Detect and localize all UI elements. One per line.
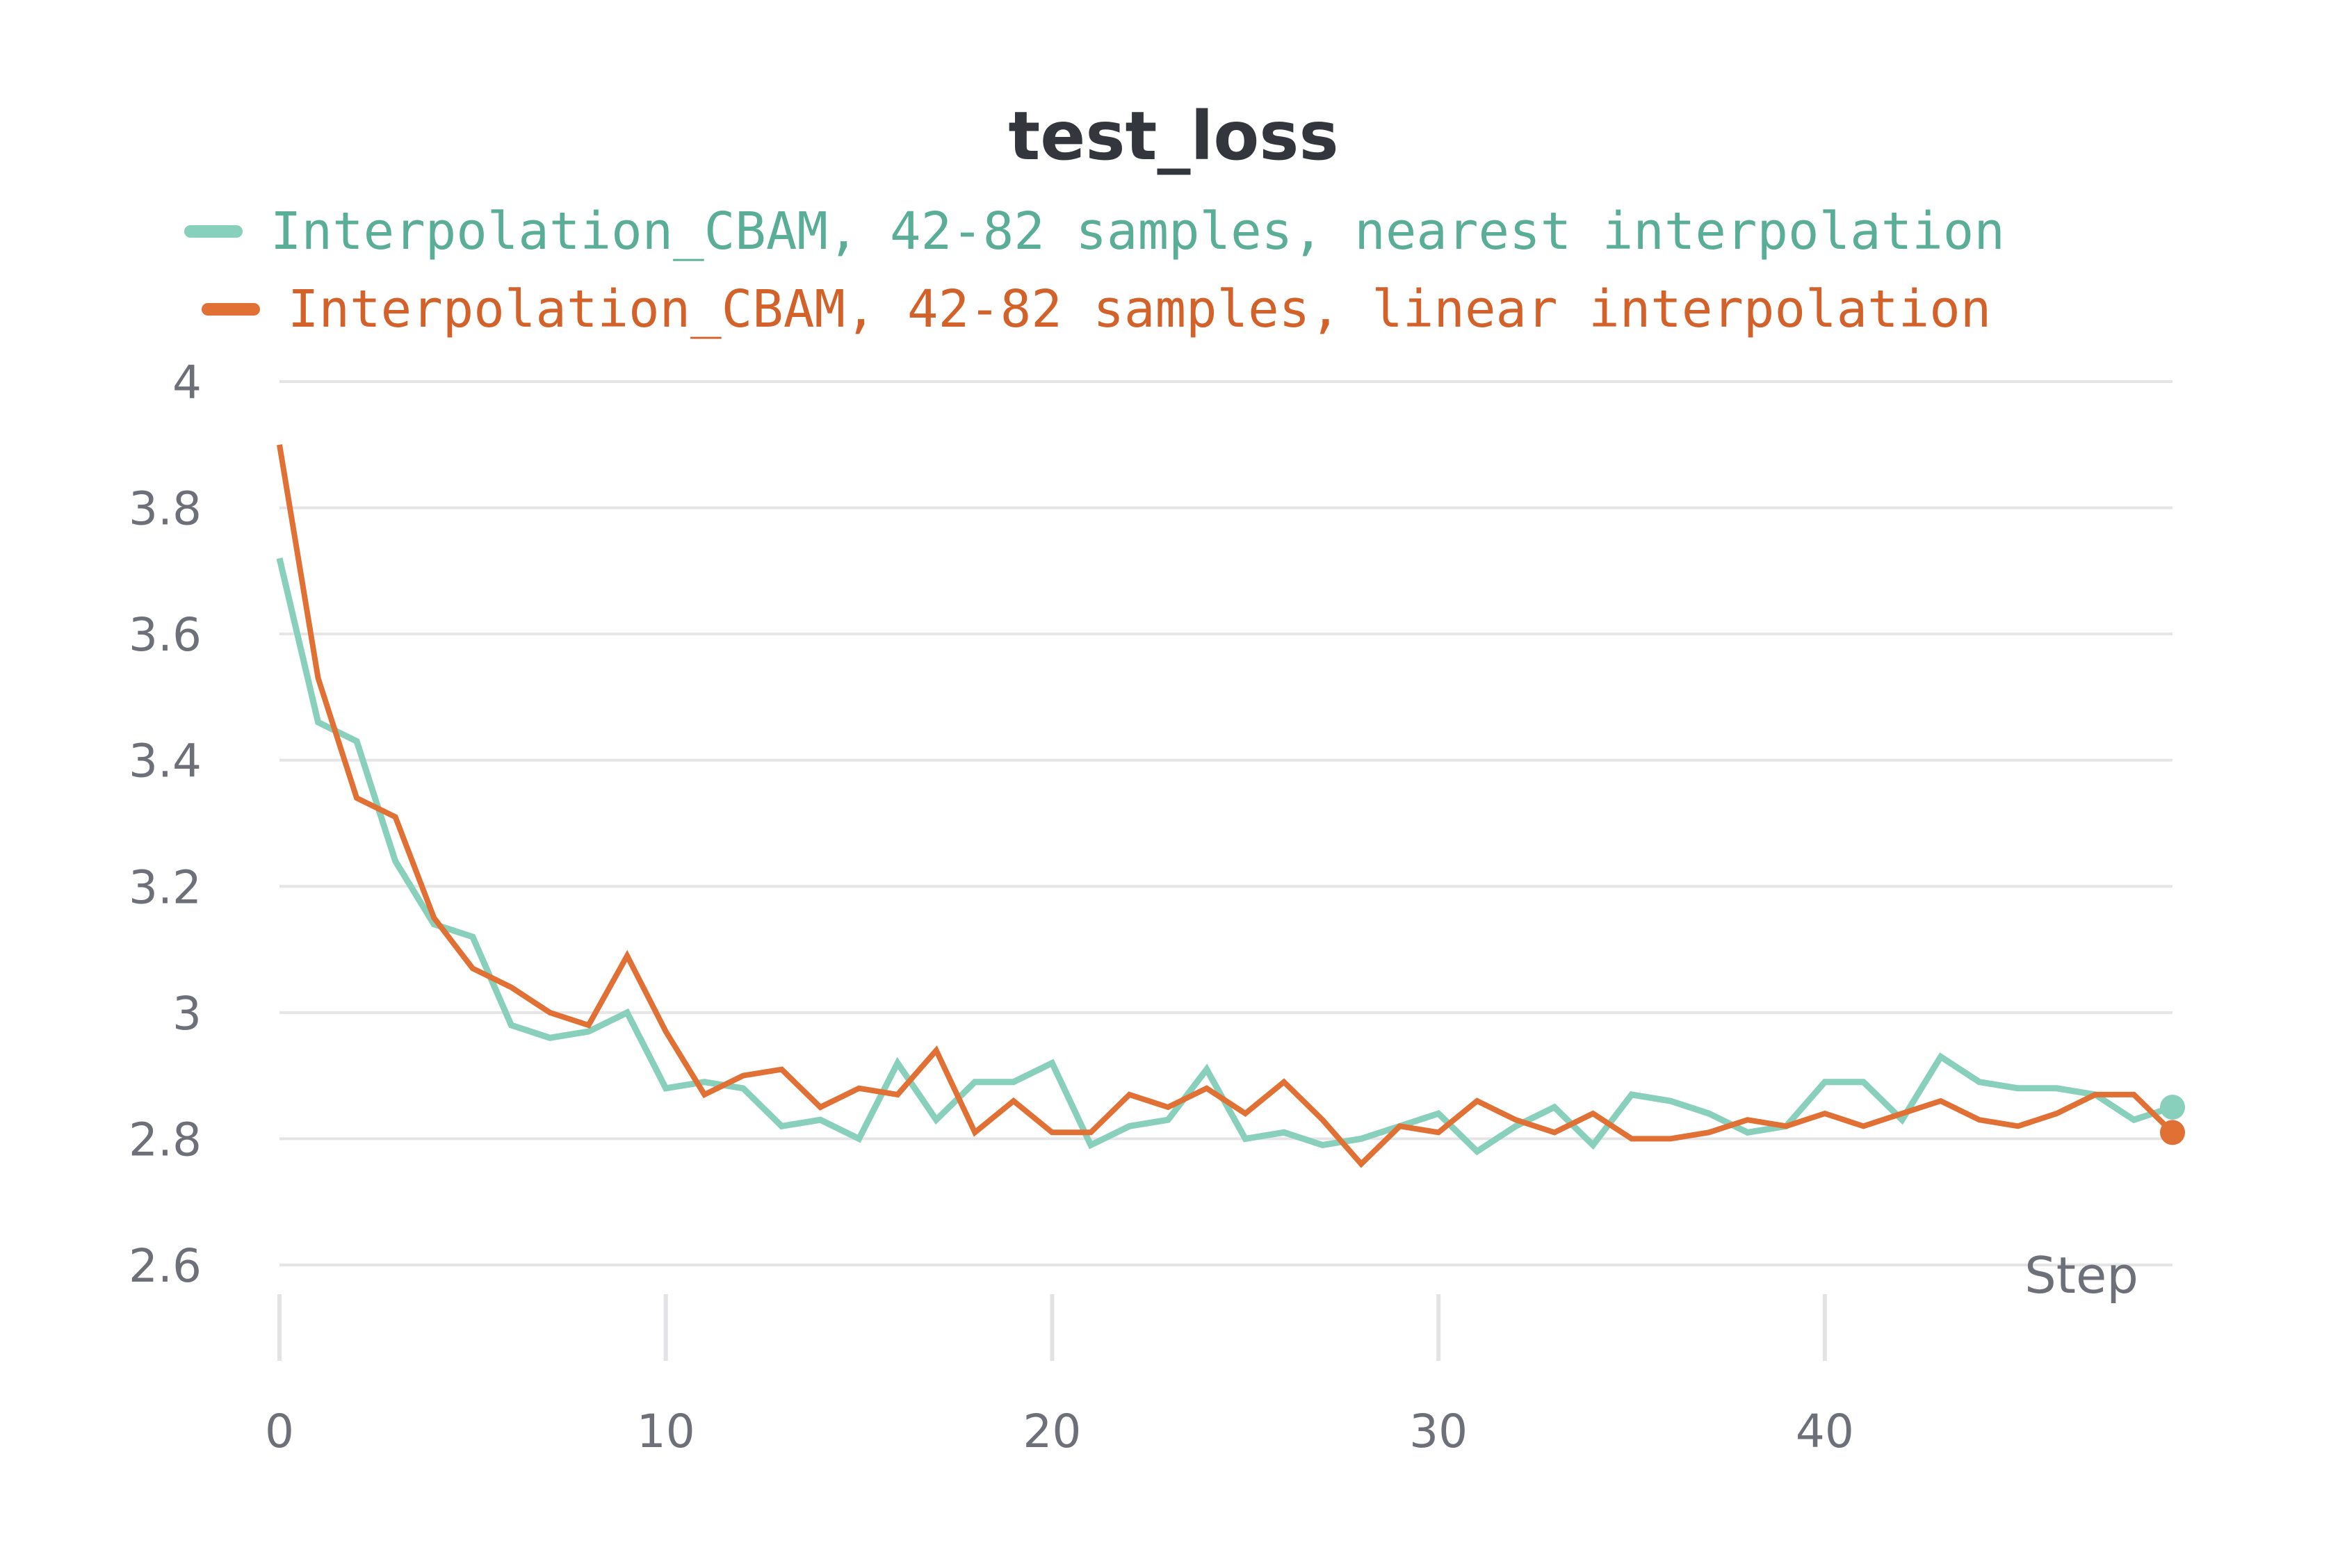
y-tick-labels: 2.6 2.8 3 3.2 3.4 3.6 3.8 4 xyxy=(129,356,202,1293)
y-tick-label: 3.2 xyxy=(129,860,202,914)
y-tick-label: 4 xyxy=(172,356,202,409)
x-tick-label: 0 xyxy=(265,1405,294,1458)
legend-swatch-linear xyxy=(202,303,260,316)
y-tick-label: 2.6 xyxy=(129,1239,202,1293)
x-axis-ticks: 0 10 20 30 40 xyxy=(265,1294,1854,1458)
x-tick-label: 40 xyxy=(1796,1405,1854,1458)
legend-entry-linear[interactable]: Interpolation_CBAM, 42-82 samples, linea… xyxy=(202,279,1991,339)
series-line-linear[interactable] xyxy=(277,444,2175,1168)
x-axis-title: Step xyxy=(2024,1246,2138,1305)
y-tick-label: 3 xyxy=(172,987,202,1040)
series-lines xyxy=(276,444,2185,1168)
series-end-point-linear[interactable] xyxy=(2160,1120,2185,1145)
chart-title: test_loss xyxy=(1008,97,1339,175)
y-tick-label: 3.6 xyxy=(129,608,202,662)
y-tick-label: 2.8 xyxy=(129,1113,202,1166)
legend-label-nearest: Interpolation_CBAM, 42-82 samples, neare… xyxy=(270,202,2005,261)
legend-entry-nearest[interactable]: Interpolation_CBAM, 42-82 samples, neare… xyxy=(184,202,2005,261)
x-tick-label: 20 xyxy=(1023,1405,1081,1458)
y-tick-label: 3.8 xyxy=(129,482,202,536)
series-end-point-nearest[interactable] xyxy=(2160,1095,2185,1120)
y-tick-label: 3.4 xyxy=(129,735,202,788)
legend-label-linear: Interpolation_CBAM, 42-82 samples, linea… xyxy=(288,279,1992,339)
series-line-nearest[interactable] xyxy=(276,557,2174,1156)
x-tick-label: 10 xyxy=(637,1405,695,1458)
x-tick-label: 30 xyxy=(1409,1405,1468,1458)
legend-swatch-nearest xyxy=(184,225,243,238)
grid-lines xyxy=(279,380,2173,1266)
